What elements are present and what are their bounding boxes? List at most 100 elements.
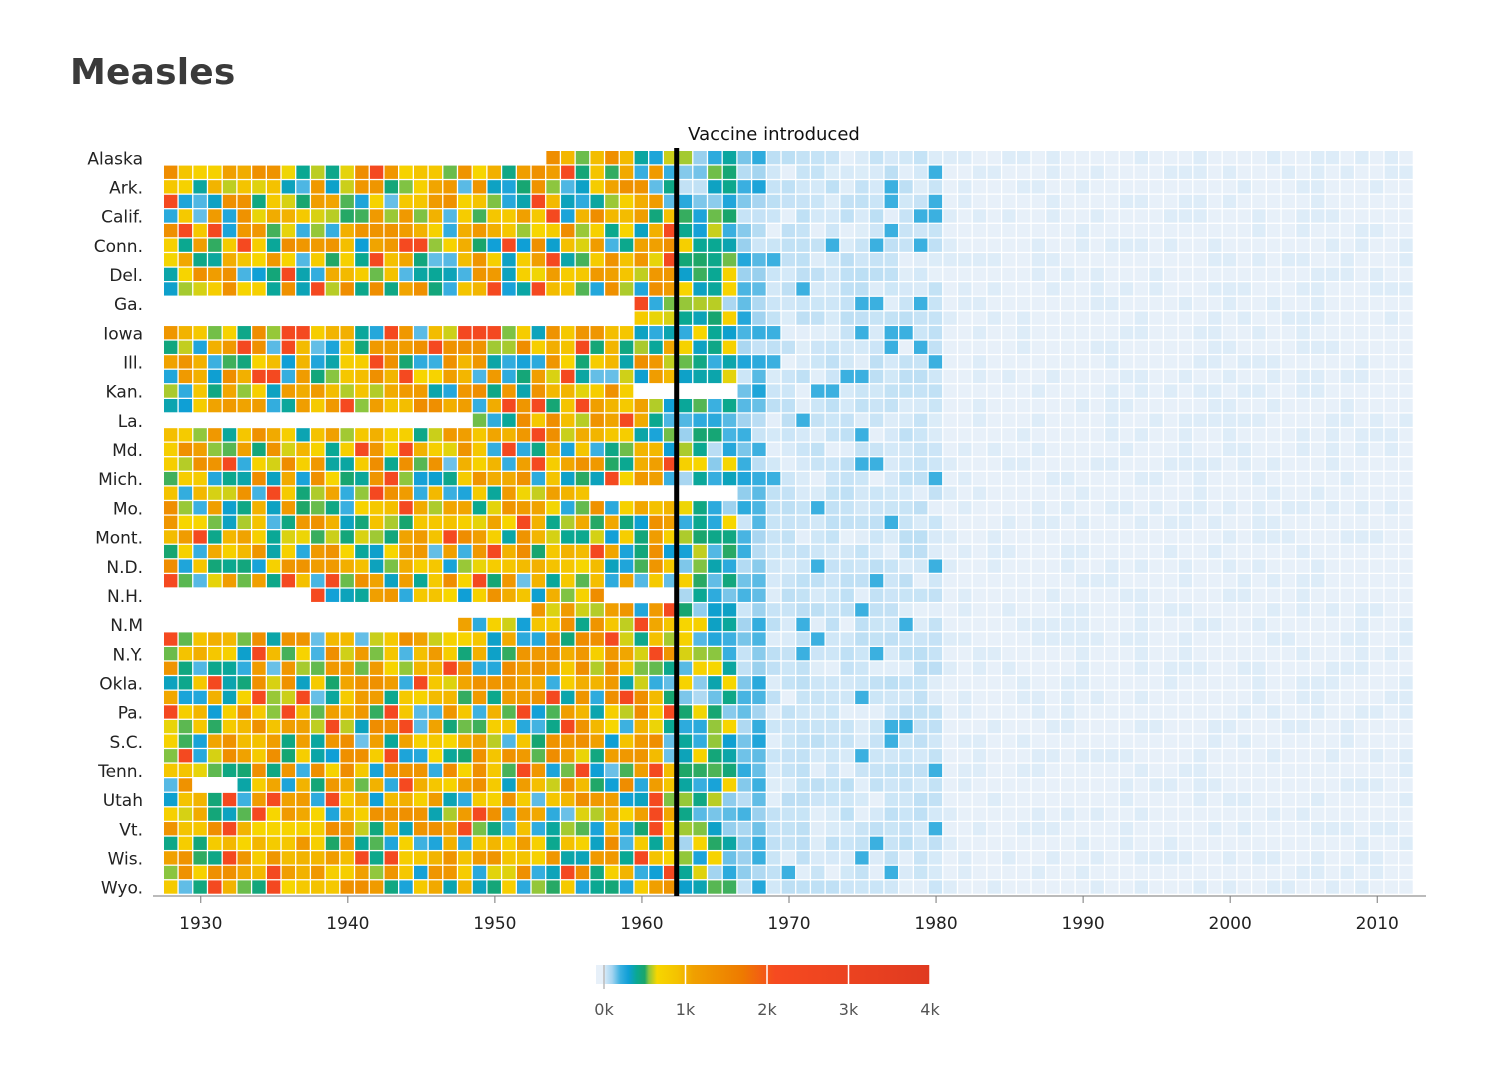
heatmap-cell [1164, 574, 1178, 588]
heatmap-cell [1193, 413, 1207, 427]
heatmap-cell [678, 457, 693, 471]
heatmap-cell [811, 807, 825, 821]
heatmap-cell [664, 471, 678, 486]
heatmap-cell [1031, 223, 1046, 238]
heatmap-cell [693, 763, 707, 777]
heatmap-cell [311, 355, 325, 369]
heatmap-cell [531, 209, 546, 223]
heatmap-cell [1252, 296, 1266, 311]
heatmap-cell [561, 326, 575, 340]
heatmap-cell [325, 588, 340, 602]
heatmap-cell [561, 471, 575, 486]
heatmap-cell [458, 647, 472, 661]
heatmap-cell [414, 778, 428, 792]
heatmap-cell [987, 399, 1001, 413]
heatmap-cell [884, 734, 898, 748]
heatmap-cell [590, 792, 604, 807]
heatmap-cell [855, 501, 869, 515]
heatmap-cell [752, 647, 766, 661]
heatmap-cell [178, 471, 193, 486]
heatmap-cell [325, 603, 340, 617]
heatmap-cell [811, 661, 825, 675]
heatmap-cell [914, 384, 928, 398]
heatmap-cell [1002, 792, 1016, 807]
heatmap-cell [884, 515, 898, 529]
heatmap-cell [1002, 267, 1016, 281]
heatmap-cell [311, 428, 325, 442]
heatmap-cell [1134, 151, 1148, 165]
heatmap-cell [1311, 369, 1325, 384]
heatmap-cell [369, 238, 384, 252]
heatmap-cell [1237, 340, 1251, 354]
heatmap-cell [1149, 705, 1163, 719]
heatmap-cell [1164, 705, 1178, 719]
heatmap-cell [737, 428, 751, 442]
heatmap-cell [1134, 530, 1148, 544]
heatmap-cell [340, 880, 354, 894]
heatmap-cell [1281, 194, 1296, 209]
heatmap-cell [1325, 180, 1340, 194]
heatmap-cell [1105, 515, 1119, 529]
heatmap-cell [502, 763, 516, 777]
heatmap-cell [987, 734, 1001, 748]
heatmap-cell [164, 865, 178, 880]
heatmap-cell [487, 865, 501, 880]
heatmap-cell [193, 486, 207, 500]
heatmap-cell [355, 559, 369, 573]
heatmap-cell [237, 734, 251, 748]
heatmap-cell [1149, 326, 1163, 340]
heatmap-cell [575, 690, 590, 705]
heatmap-cell [678, 151, 693, 165]
heatmap-cell [266, 180, 281, 194]
heatmap-cell [1266, 778, 1281, 792]
heatmap-cell [1090, 719, 1104, 734]
heatmap-cell [414, 355, 428, 369]
heatmap-cell [516, 355, 531, 369]
heatmap-cell [1016, 457, 1031, 471]
heatmap-cell [1134, 413, 1148, 427]
heatmap-cell [914, 851, 928, 865]
heatmap-cell [1355, 778, 1369, 792]
heatmap-cell [855, 238, 869, 252]
heatmap-cell [766, 647, 781, 661]
heatmap-cell [325, 223, 340, 238]
heatmap-cell [1046, 647, 1060, 661]
heatmap-cell [972, 530, 987, 544]
heatmap-cell [1105, 355, 1119, 369]
heatmap-cell [884, 340, 898, 354]
heatmap-cell [1075, 792, 1090, 807]
heatmap-cell [164, 180, 178, 194]
heatmap-cell [869, 223, 884, 238]
heatmap-cell [340, 676, 354, 690]
heatmap-cell [369, 690, 384, 705]
heatmap-cell [384, 544, 398, 559]
heatmap-cell [1252, 442, 1266, 457]
heatmap-cell [208, 836, 222, 850]
heatmap-cell [1399, 282, 1413, 296]
heatmap-cell [693, 734, 707, 748]
heatmap-cell [649, 705, 663, 719]
heatmap-cell [693, 428, 707, 442]
heatmap-cell [222, 734, 237, 748]
heatmap-cell [1384, 822, 1398, 836]
heatmap-cell [855, 384, 869, 398]
heatmap-cell [958, 413, 972, 427]
heatmap-cell [752, 763, 766, 777]
heatmap-cell [325, 471, 340, 486]
heatmap-cell [325, 238, 340, 252]
heatmap-cell [1222, 471, 1237, 486]
heatmap-cell [281, 603, 296, 617]
heatmap-cell [825, 690, 840, 705]
heatmap-cell [987, 223, 1001, 238]
heatmap-cell [752, 792, 766, 807]
heatmap-cell [869, 253, 884, 267]
heatmap-cell [472, 778, 487, 792]
heatmap-cell [796, 515, 810, 529]
heatmap-cell [561, 457, 575, 471]
heatmap-cell [414, 457, 428, 471]
heatmap-cell [605, 457, 619, 471]
heatmap-cell [796, 253, 810, 267]
heatmap-cell [1031, 253, 1046, 267]
heatmap-cell [369, 340, 384, 354]
heatmap-cell [208, 194, 222, 209]
